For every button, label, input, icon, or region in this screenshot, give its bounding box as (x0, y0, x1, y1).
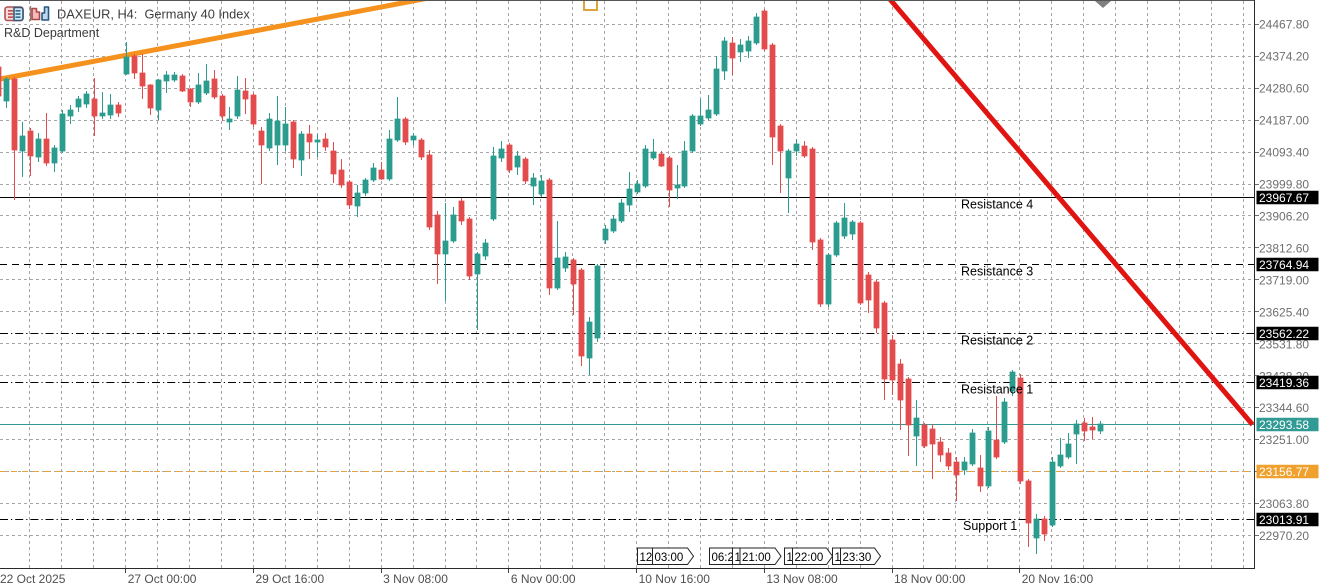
svg-text:Resistance 1: Resistance 1 (961, 383, 1033, 397)
svg-text:27 Oct 00:00: 27 Oct 00:00 (128, 572, 197, 586)
svg-text:24093.40: 24093.40 (1259, 146, 1309, 160)
svg-text:23156.77: 23156.77 (1259, 465, 1309, 479)
svg-text:10 Nov 16:00: 10 Nov 16:00 (639, 572, 711, 586)
svg-text:1: 1 (787, 552, 793, 564)
svg-text:23906.20: 23906.20 (1259, 209, 1309, 223)
svg-text:Support 1: Support 1 (963, 519, 1017, 533)
svg-text:29 Oct 16:00: 29 Oct 16:00 (255, 572, 324, 586)
svg-text:1: 1 (835, 552, 841, 564)
svg-text:23344.60: 23344.60 (1259, 401, 1309, 415)
svg-text:24280.60: 24280.60 (1259, 82, 1309, 96)
svg-text:23531.80: 23531.80 (1259, 337, 1309, 351)
svg-text:06:2: 06:2 (712, 552, 734, 564)
svg-text:DAXEUR, H4: Germany 40 Index: DAXEUR, H4: Germany 40 Index (57, 7, 250, 22)
svg-text:12: 12 (640, 552, 653, 564)
svg-text:3 Nov 08:00: 3 Nov 08:00 (383, 572, 448, 586)
svg-text:23293.58: 23293.58 (1259, 418, 1309, 432)
svg-text:23812.60: 23812.60 (1259, 241, 1309, 255)
svg-text:23999.80: 23999.80 (1259, 178, 1309, 192)
svg-text:23419.36: 23419.36 (1259, 376, 1309, 390)
svg-text:Resistance 3: Resistance 3 (961, 265, 1033, 279)
svg-text:23967.67: 23967.67 (1259, 191, 1309, 205)
svg-text:18 Nov 00:00: 18 Nov 00:00 (894, 572, 966, 586)
svg-text:23063.80: 23063.80 (1259, 497, 1309, 511)
svg-text:24374.20: 24374.20 (1259, 50, 1309, 64)
svg-text:13 Nov 08:00: 13 Nov 08:00 (766, 572, 838, 586)
svg-text:23764.94: 23764.94 (1259, 258, 1309, 272)
svg-text:1: 1 (735, 552, 741, 564)
svg-text:24467.80: 24467.80 (1259, 18, 1309, 32)
svg-text:22:00: 22:00 (795, 552, 824, 564)
svg-text:20 Nov 16:00: 20 Nov 16:00 (1022, 572, 1094, 586)
svg-text:R&D Department: R&D Department (4, 26, 100, 40)
svg-text:21:00: 21:00 (742, 552, 771, 564)
svg-text:6 Nov 00:00: 6 Nov 00:00 (511, 572, 576, 586)
svg-text:23625.40: 23625.40 (1259, 305, 1309, 319)
svg-text:03:00: 03:00 (655, 552, 684, 564)
svg-text:23562.22: 23562.22 (1259, 327, 1309, 341)
svg-text:23013.91: 23013.91 (1259, 513, 1309, 527)
svg-text:Resistance 2: Resistance 2 (961, 334, 1033, 348)
svg-text:Resistance 4: Resistance 4 (961, 198, 1033, 212)
svg-text:22 Oct 2025: 22 Oct 2025 (0, 572, 66, 586)
svg-text:23251.00: 23251.00 (1259, 433, 1309, 447)
svg-text:23719.00: 23719.00 (1259, 273, 1309, 287)
svg-text:23:30: 23:30 (843, 552, 872, 564)
svg-text:22970.20: 22970.20 (1259, 529, 1309, 543)
svg-text:24187.00: 24187.00 (1259, 114, 1309, 128)
